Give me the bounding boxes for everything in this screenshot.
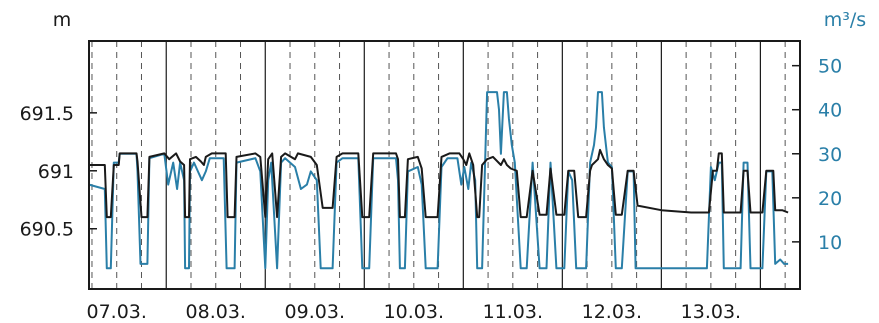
- plot-frame: [88, 40, 801, 290]
- left-axis-unit: m: [53, 9, 72, 31]
- x-tick-label: 13.03.: [681, 301, 741, 323]
- left-tick-label: 691.5: [20, 103, 74, 125]
- x-tick-label: 10.03.: [384, 301, 444, 323]
- right-axis-unit: m³/s: [824, 9, 866, 31]
- right-tick-label: 50: [818, 56, 842, 78]
- right-tick-label: 40: [818, 100, 842, 122]
- left-tick-label: 691: [38, 161, 74, 183]
- x-tick-label: 12.03.: [582, 301, 642, 323]
- left-tick-label: 690.5: [20, 219, 74, 241]
- right-tick-label: 30: [818, 144, 842, 166]
- x-tick-label: 11.03.: [483, 301, 543, 323]
- right-tick-label: 20: [818, 188, 842, 210]
- grid-lines: [91, 41, 786, 289]
- x-tick-label: 07.03.: [87, 301, 147, 323]
- x-tick-label: 09.03.: [285, 301, 345, 323]
- x-tick-label: 08.03.: [186, 301, 246, 323]
- water-level-line: [89, 148, 789, 219]
- right-tick-label: 10: [818, 232, 842, 254]
- axis-ticks: 691.5 691 690.5 50 40 30 20 10 07.03. 08.03. 09.03…: [20, 56, 843, 323]
- series-layer: [88, 91, 789, 270]
